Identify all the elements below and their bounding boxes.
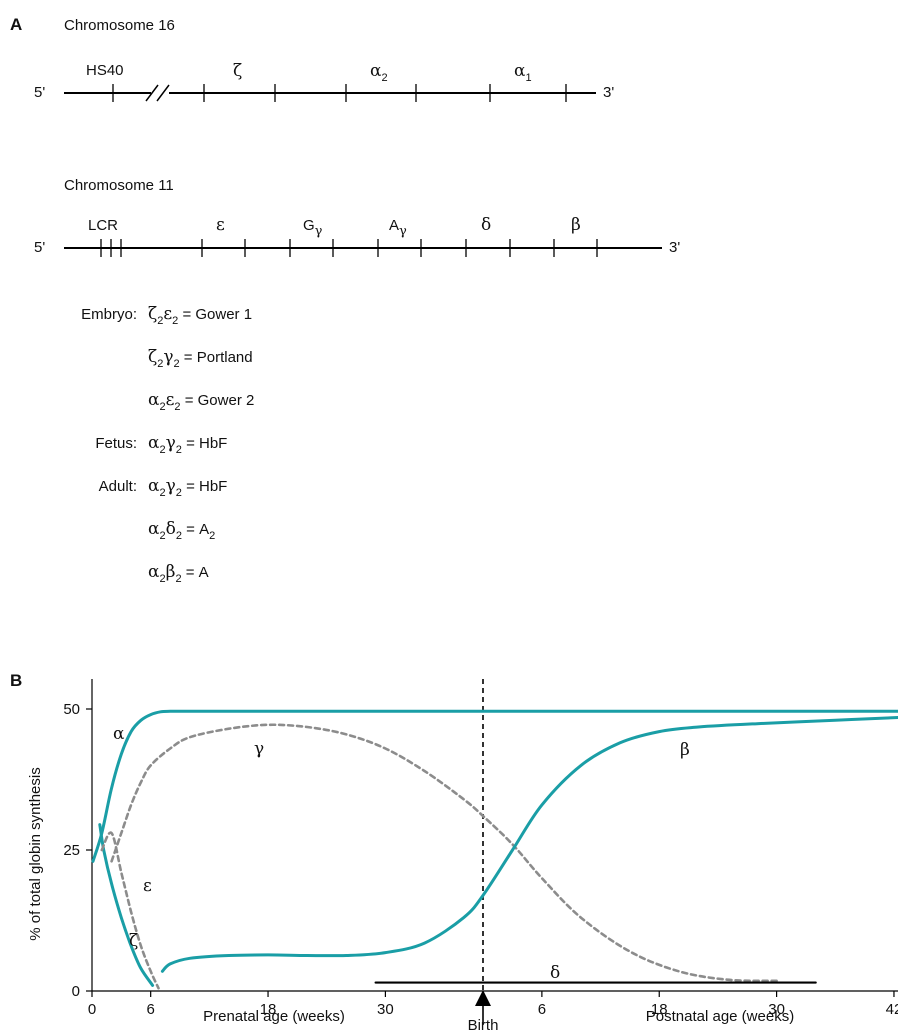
series-line-beta [160, 716, 898, 973]
series-label-epsilon: ε [143, 876, 152, 896]
series-label-zeta: ζ [129, 931, 138, 951]
series-label-delta: δ [550, 963, 560, 983]
chr16-three-prime: 3' [603, 84, 614, 101]
series-line-epsilon [100, 831, 160, 990]
series-line-zeta [98, 823, 155, 987]
hb-formula: α2γ2 = HbF [148, 433, 227, 456]
chart-series [91, 709, 898, 990]
gene-label-a-gamma: Aγ [389, 217, 407, 239]
chr11-map: 5' 3' LCR ε Gγ Aγ δ β [34, 215, 680, 257]
gene-label-alpha1: α1 [514, 61, 532, 84]
series-line-alpha [91, 709, 898, 863]
hb-stage-label: Adult: [99, 478, 137, 495]
chr11-five-prime: 5' [34, 239, 45, 256]
gene-label-lcr: LCR [88, 217, 118, 234]
hb-formula: α2γ2 = HbF [148, 476, 227, 499]
hb-stage-label: Fetus: [95, 435, 137, 452]
hb-stage-label: Embryo: [81, 306, 137, 323]
gene-label-alpha2: α2 [370, 61, 388, 84]
series-label-alpha: α [113, 724, 125, 744]
chr16-break-mark [145, 84, 159, 102]
gene-label-epsilon: ε [216, 215, 225, 235]
hb-formula: ζ2ε2 = Gower 1 [148, 304, 252, 327]
x-tick-label: 0 [88, 1001, 96, 1018]
series-label-beta: β [680, 740, 690, 760]
hb-formula: α2β2 = A [148, 562, 209, 585]
x-tick-label: 18 [651, 1001, 668, 1018]
birth-label: Birth [468, 1017, 499, 1032]
series-line-gamma [110, 723, 778, 983]
gene-label-g-gamma: Gγ [303, 217, 323, 239]
gene-label-hs40: HS40 [86, 62, 124, 79]
y-tick-label: 25 [63, 842, 80, 859]
gene-label-zeta: ζ [233, 61, 242, 81]
y-tick-label: 50 [63, 701, 80, 718]
series-label-gamma: γ [254, 739, 264, 759]
hb-formula: ζ2γ2 = Portland [148, 347, 253, 370]
postnatal-axis-label: Postnatal age (weeks) [646, 1008, 794, 1025]
x-tick-label: 18 [260, 1001, 277, 1018]
y-axis-label: % of total globin synthesis [27, 767, 44, 940]
x-tick-label: 6 [538, 1001, 546, 1018]
chart-ticks: 0 25 50 0 6 18 30 6 18 30 42 [63, 701, 898, 1018]
chr16-map: 5' 3' HS40 ζ α2 α1 [34, 61, 614, 102]
chart-axes [91, 679, 898, 992]
gene-label-delta: δ [481, 215, 491, 235]
panel-a-label: A [10, 15, 22, 34]
chr16-title: Chromosome 16 [64, 17, 175, 34]
gene-label-beta: β [571, 215, 581, 235]
chr11-title: Chromosome 11 [64, 177, 174, 194]
x-tick-label: 30 [377, 1001, 394, 1018]
x-tick-label: 42 [886, 1001, 898, 1018]
panel-b-label: B [10, 671, 22, 690]
x-tick-label: 6 [147, 1001, 155, 1018]
hb-formula: α2δ2 = A2 [148, 519, 215, 542]
chr11-three-prime: 3' [669, 239, 680, 256]
x-tick-label: 30 [768, 1001, 785, 1018]
y-tick-label: 0 [72, 983, 80, 1000]
chr16-break-mark [156, 84, 170, 102]
chr16-five-prime: 5' [34, 84, 45, 101]
hb-formula: α2ε2 = Gower 2 [148, 390, 254, 413]
prenatal-axis-label: Prenatal age (weeks) [203, 1008, 345, 1025]
hemoglobin-list: Embryo: ζ2ε2 = Gower 1 ζ2γ2 = Portland α2ε2… [81, 304, 254, 585]
